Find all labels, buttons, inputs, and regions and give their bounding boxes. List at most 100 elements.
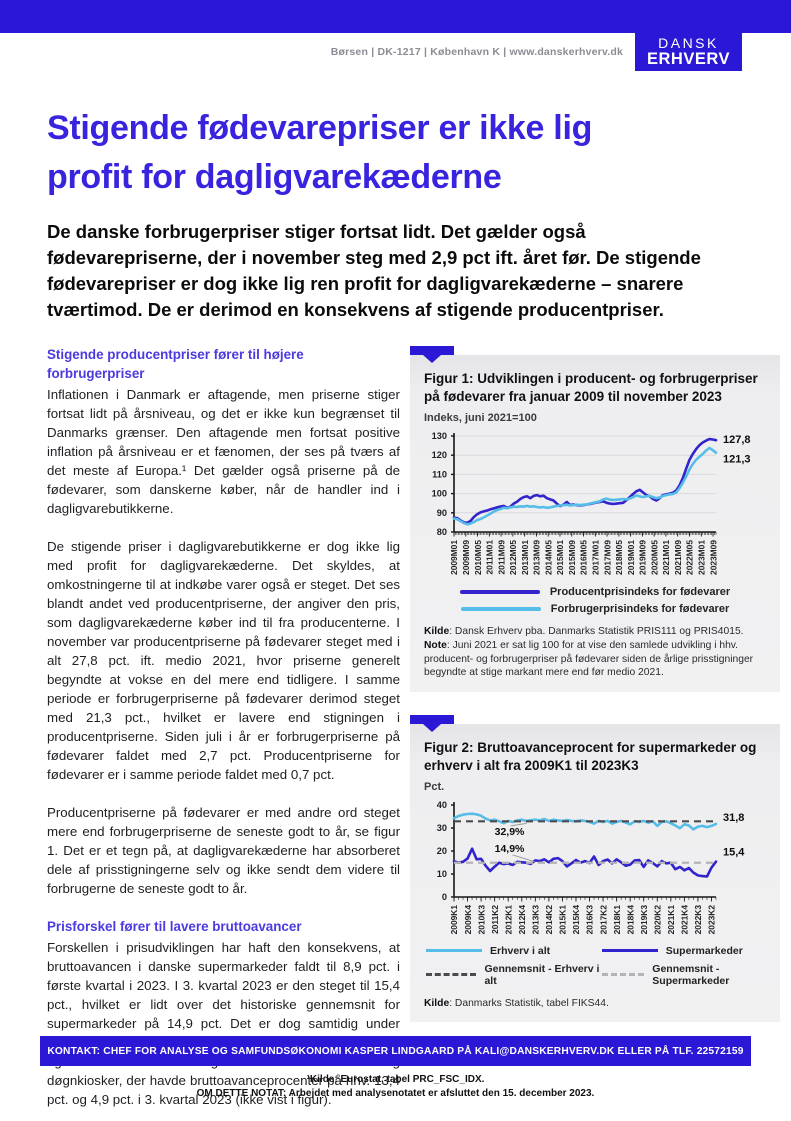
avg-erhverv-dash-swatch-icon bbox=[426, 973, 477, 977]
svg-text:2023K2: 2023K2 bbox=[707, 904, 717, 934]
main-content: Stigende fødevarepriser er ikke lig profi… bbox=[0, 104, 791, 1121]
svg-text:2010M05: 2010M05 bbox=[473, 540, 483, 575]
body-paragraph: Producentpriserne på fødevarer er med an… bbox=[47, 805, 400, 896]
figure-2-card: Figur 2: Bruttoavanceprocent for superma… bbox=[410, 714, 780, 1023]
header-address[interactable]: Børsen | DK-1217 | København K | www.dan… bbox=[330, 46, 623, 58]
erhverv-line-swatch-icon bbox=[426, 949, 482, 953]
source-label: Kilde bbox=[424, 626, 450, 637]
svg-text:2023M09: 2023M09 bbox=[708, 540, 718, 575]
svg-text:14,9%: 14,9% bbox=[495, 843, 525, 855]
svg-text:10: 10 bbox=[437, 869, 447, 879]
body-paragraph: De stigende priser i dagligvarebutikkern… bbox=[47, 539, 400, 782]
svg-text:2016M05: 2016M05 bbox=[579, 540, 589, 575]
two-column-layout: Stigende producentpriser fører til højer… bbox=[47, 345, 780, 1121]
svg-text:2019M09: 2019M09 bbox=[638, 540, 648, 575]
intro-paragraph: De danske forbrugerpriser stiger fortsat… bbox=[47, 221, 701, 320]
figure-1-card: Figur 1: Udviklingen i producent- og for… bbox=[410, 346, 780, 692]
svg-text:2018K1: 2018K1 bbox=[612, 904, 622, 934]
figure-1-title: Figur 1: Udviklingen i producent- og for… bbox=[424, 371, 758, 404]
note-text: : Juni 2021 er sat lig 100 for at vise d… bbox=[424, 640, 754, 679]
logo-text-line1: DANSK bbox=[658, 35, 719, 52]
svg-text:2021M09: 2021M09 bbox=[673, 540, 683, 575]
svg-text:110: 110 bbox=[432, 469, 447, 479]
footnote-source: ¹Kilde: Eurostat, tabel PRC_FSC_IDX. bbox=[306, 1074, 485, 1085]
svg-text:2018K4: 2018K4 bbox=[625, 904, 635, 934]
svg-text:2015M01: 2015M01 bbox=[555, 540, 565, 575]
svg-text:2009M09: 2009M09 bbox=[461, 540, 471, 575]
svg-text:2009M01: 2009M01 bbox=[449, 540, 459, 575]
about-note: OM DETTE NOTAT: Arbejdet med analysenota… bbox=[196, 1088, 595, 1099]
svg-text:32,9%: 32,9% bbox=[495, 826, 525, 838]
svg-text:2022K3: 2022K3 bbox=[693, 904, 703, 934]
legend-label: Supermarkeder bbox=[665, 944, 743, 957]
figure-2-line-chart: 0 10 20 30 40 2009K1 2009K4 2010K3 2011K2 2012K1 2… bbox=[437, 800, 746, 934]
legend-label: Forbrugerprisindeks for fødevarer bbox=[550, 603, 730, 615]
svg-text:2013M01: 2013M01 bbox=[520, 540, 530, 575]
legend-item-consumer: Forbrugerprisindeks for fødevarer bbox=[460, 603, 730, 615]
page-header: Børsen | DK-1217 | København K | www.dan… bbox=[0, 33, 791, 80]
svg-text:2012M05: 2012M05 bbox=[508, 540, 518, 575]
source-text: : Dansk Erhverv pba. Danmarks Statistik … bbox=[449, 626, 744, 637]
legend-item-producer: Producentprisindeks for fødevarer bbox=[459, 586, 730, 598]
svg-text:2015K1: 2015K1 bbox=[558, 904, 568, 934]
legend-item-erhverv: Erhverv i alt bbox=[426, 945, 602, 957]
svg-text:80: 80 bbox=[437, 527, 447, 537]
figure-2-legend: Erhverv i alt Supermarkeder Gennemsnit -… bbox=[424, 945, 766, 987]
title-line-1: Stigende fødevarepriser er ikke lig bbox=[47, 109, 593, 147]
top-accent-bar bbox=[0, 0, 791, 33]
source-label: Kilde bbox=[424, 997, 450, 1009]
svg-text:30: 30 bbox=[437, 823, 447, 833]
svg-text:2012K1: 2012K1 bbox=[503, 904, 513, 934]
svg-text:2019M01: 2019M01 bbox=[626, 540, 636, 575]
svg-text:120: 120 bbox=[432, 450, 447, 460]
svg-text:2015K4: 2015K4 bbox=[571, 904, 581, 934]
svg-text:2017K2: 2017K2 bbox=[598, 904, 608, 934]
figure-tab-icon bbox=[410, 346, 454, 363]
contact-bar[interactable]: KONTAKT: CHEF FOR ANALYSE OG SAMFUNDSØKO… bbox=[40, 1036, 751, 1066]
svg-text:2021K4: 2021K4 bbox=[680, 904, 690, 934]
avg-supermarkeder-dash-swatch-icon bbox=[601, 973, 645, 977]
svg-text:2011M01: 2011M01 bbox=[485, 540, 495, 575]
svg-text:31,8: 31,8 bbox=[723, 811, 744, 823]
svg-text:121,3: 121,3 bbox=[723, 454, 751, 466]
note-label: Note bbox=[424, 640, 447, 652]
figure-1-note: Note: Juni 2021 er sat lig 100 for at vi… bbox=[424, 639, 766, 679]
svg-text:2009K1: 2009K1 bbox=[449, 904, 459, 934]
legend-label: Erhverv i alt bbox=[490, 944, 551, 957]
legend-item-supermarkeder: Supermarkeder bbox=[601, 944, 764, 957]
body-paragraph: Inflationen i Danmark er aftagende, men … bbox=[47, 387, 400, 516]
svg-text:15,4: 15,4 bbox=[723, 846, 745, 858]
svg-text:2018M05: 2018M05 bbox=[614, 540, 624, 575]
svg-text:130: 130 bbox=[432, 431, 447, 441]
section-heading-1: Stigende producentpriser fører til højer… bbox=[47, 347, 304, 381]
svg-text:2013M09: 2013M09 bbox=[532, 540, 542, 575]
svg-text:2012K4: 2012K4 bbox=[517, 904, 527, 934]
legend-label: Gennemsnit - Supermarkeder bbox=[652, 962, 730, 987]
svg-text:2022M05: 2022M05 bbox=[685, 540, 695, 575]
svg-text:90: 90 bbox=[437, 508, 447, 518]
svg-text:2009K4: 2009K4 bbox=[463, 904, 473, 934]
dansk-erhverv-logo: DANSK ERHVERV bbox=[635, 33, 742, 71]
svg-text:2019K3: 2019K3 bbox=[639, 904, 649, 934]
svg-text:2014M05: 2014M05 bbox=[543, 540, 553, 575]
consumer-line-swatch-icon bbox=[460, 607, 541, 611]
source-text: : Danmarks Statistik, tabel FIKS44. bbox=[449, 997, 609, 1009]
legend-label: Gennemsnit - Erhverv i alt bbox=[484, 962, 600, 987]
svg-text:2017M01: 2017M01 bbox=[591, 540, 601, 575]
svg-text:0: 0 bbox=[442, 892, 447, 902]
svg-text:2013K3: 2013K3 bbox=[531, 904, 541, 934]
supermarkeder-line-swatch-icon bbox=[601, 949, 658, 953]
svg-text:2020K2: 2020K2 bbox=[652, 904, 662, 934]
svg-text:2023M01: 2023M01 bbox=[696, 540, 706, 575]
figure-1-source: Kilde: Dansk Erhverv pba. Danmarks Stati… bbox=[424, 625, 766, 638]
svg-text:2010K3: 2010K3 bbox=[476, 904, 486, 934]
section-heading-2: Prisforskel fører til lavere bruttoavanc… bbox=[47, 919, 302, 934]
svg-text:2015M09: 2015M09 bbox=[567, 540, 577, 575]
svg-text:2016K3: 2016K3 bbox=[585, 904, 595, 934]
svg-text:2021M01: 2021M01 bbox=[661, 540, 671, 575]
svg-text:2017M09: 2017M09 bbox=[602, 540, 612, 575]
figure-tab-icon bbox=[410, 714, 454, 732]
svg-text:2021K1: 2021K1 bbox=[666, 904, 676, 934]
figure-1-legend: Producentprisindeks for fødevarer Forbru… bbox=[424, 586, 766, 615]
